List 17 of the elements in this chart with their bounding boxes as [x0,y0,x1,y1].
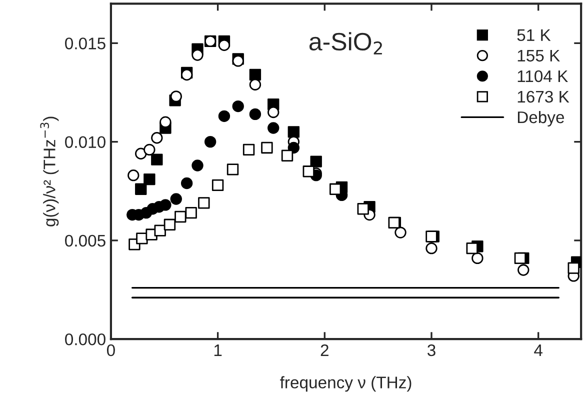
legend-label: Debye [518,110,564,126]
legend-label: 51 K [517,29,551,42]
x-axis-title: frequency ν (THz) [280,376,412,392]
x-tick-label: 0 [106,344,115,356]
annotation: a-SiO$_{2}$ [309,32,382,54]
legend-label: 1673 K [518,90,570,103]
legend-label: 1104 K [518,70,568,82]
y-tick-label: 0.010 [65,136,106,148]
y-axis-title: g(ν)/ν² (THz$^{−3}$) [40,116,59,226]
x-tick-label: 1 [214,344,222,356]
y-tick-label: 0.005 [65,234,106,247]
x-tick-label: 4 [534,344,542,356]
y-tick-label: 0.000 [65,333,106,346]
y-tick-label: 0.015 [65,38,106,50]
x-tick-label: 2 [320,344,328,356]
legend-label: 155 K [518,50,560,62]
x-tick-label: 3 [428,344,436,356]
